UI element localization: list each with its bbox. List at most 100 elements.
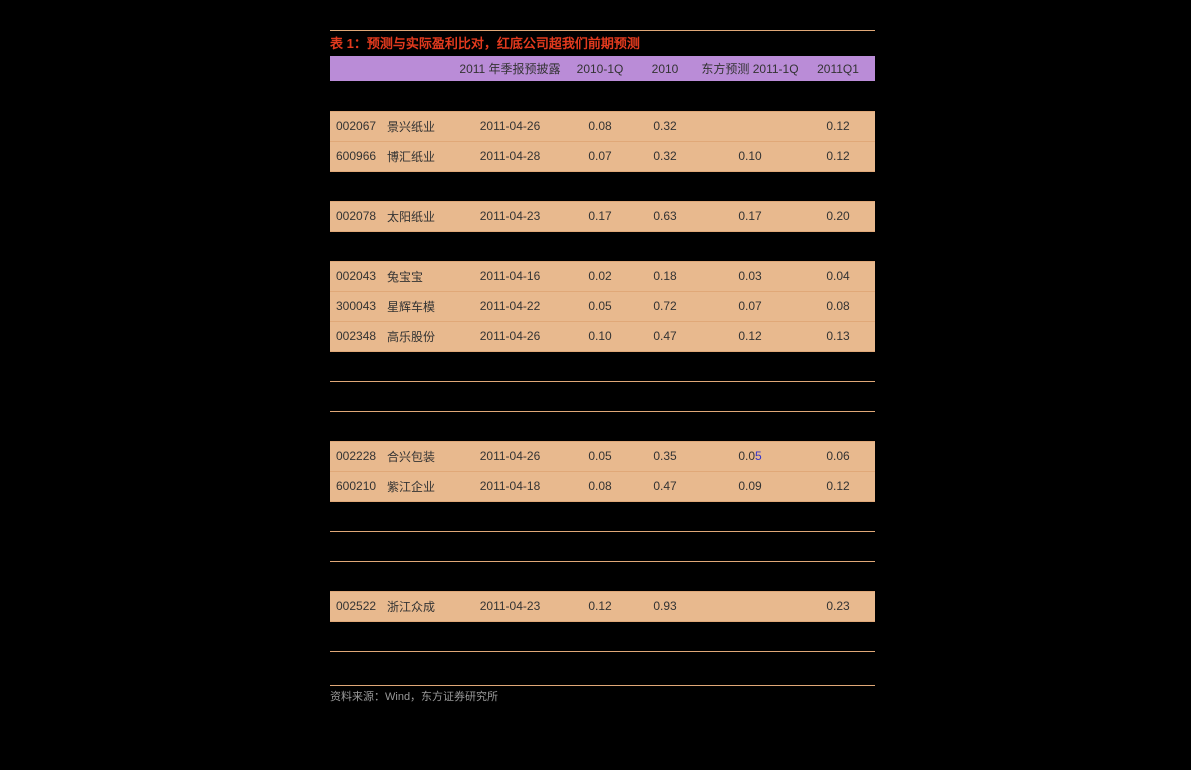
table-cell bbox=[330, 561, 385, 591]
header-disclosure-date: 2011 年季报预披露 bbox=[455, 56, 565, 81]
table-cell: 兔宝宝 bbox=[385, 261, 455, 291]
table-cell: 2011-04-26 bbox=[455, 441, 565, 471]
table-cell: 0.02 bbox=[565, 261, 635, 291]
table-cell: 2011-04-26 bbox=[455, 111, 565, 141]
table-cell bbox=[455, 501, 565, 531]
table-cell: 0.20 bbox=[805, 201, 875, 231]
table-cell bbox=[565, 231, 635, 261]
table-cell: 0.35 bbox=[635, 441, 695, 471]
table-cell bbox=[330, 231, 385, 261]
header-2010-1q: 2010-1Q bbox=[565, 56, 635, 81]
table-cell bbox=[455, 351, 565, 381]
table-cell: 002348 bbox=[330, 321, 385, 351]
table-cell bbox=[635, 351, 695, 381]
table-cell bbox=[805, 501, 875, 531]
table-cell: 0.05 bbox=[565, 291, 635, 321]
table-row bbox=[330, 81, 875, 111]
table-cell bbox=[695, 621, 805, 651]
table-cell bbox=[635, 621, 695, 651]
table-cell: 0.93 bbox=[635, 591, 695, 621]
table-header-row: 2011 年季报预披露 2010-1Q 2010 东方预测 2011-1Q 20… bbox=[330, 56, 875, 81]
table-row bbox=[330, 561, 875, 591]
table-row bbox=[330, 381, 875, 411]
table-cell: 0.23 bbox=[805, 591, 875, 621]
table-cell: 2011-04-23 bbox=[455, 201, 565, 231]
table-cell: 0.10 bbox=[695, 141, 805, 171]
table-cell bbox=[635, 381, 695, 411]
table-row: 002228合兴包装2011-04-260.050.350.050.06 bbox=[330, 441, 875, 471]
table-cell: 0.47 bbox=[635, 471, 695, 501]
table-cell bbox=[565, 381, 635, 411]
table-cell bbox=[330, 621, 385, 651]
table-cell bbox=[385, 651, 455, 681]
table-cell: 0.08 bbox=[565, 111, 635, 141]
table-body: 002067景兴纸业2011-04-260.080.320.12600966博汇… bbox=[330, 81, 875, 681]
table-cell bbox=[805, 621, 875, 651]
table-cell: 景兴纸业 bbox=[385, 111, 455, 141]
table-row bbox=[330, 231, 875, 261]
table-cell: 600966 bbox=[330, 141, 385, 171]
table-cell: 2011-04-22 bbox=[455, 291, 565, 321]
table-cell: 星辉车模 bbox=[385, 291, 455, 321]
table-title: 表 1：预测与实际盈利比对，红底公司超我们前期预测 bbox=[330, 30, 875, 52]
table-cell bbox=[455, 651, 565, 681]
table-cell bbox=[385, 351, 455, 381]
table-cell bbox=[330, 411, 385, 441]
table-cell bbox=[635, 411, 695, 441]
table-cell bbox=[385, 171, 455, 201]
table-row bbox=[330, 531, 875, 561]
table-cell bbox=[695, 111, 805, 141]
table-container: 表 1：预测与实际盈利比对，红底公司超我们前期预测 2011 年季报预披露 20… bbox=[330, 30, 875, 704]
table-cell bbox=[330, 81, 385, 111]
table-cell: 0.03 bbox=[695, 261, 805, 291]
table-cell bbox=[385, 621, 455, 651]
header-2011q1: 2011Q1 bbox=[805, 56, 875, 81]
table-cell bbox=[695, 591, 805, 621]
table-cell bbox=[385, 231, 455, 261]
table-cell bbox=[635, 171, 695, 201]
table-cell bbox=[805, 561, 875, 591]
table-cell bbox=[695, 501, 805, 531]
table-cell bbox=[565, 411, 635, 441]
table-cell bbox=[565, 561, 635, 591]
table-cell: 0.72 bbox=[635, 291, 695, 321]
table-cell bbox=[565, 531, 635, 561]
table-cell: 300043 bbox=[330, 291, 385, 321]
earnings-table: 2011 年季报预披露 2010-1Q 2010 东方预测 2011-1Q 20… bbox=[330, 56, 875, 681]
table-cell: 0.12 bbox=[565, 591, 635, 621]
table-cell: 0.05 bbox=[565, 441, 635, 471]
table-cell: 002043 bbox=[330, 261, 385, 291]
table-cell bbox=[455, 621, 565, 651]
table-cell: 0.17 bbox=[695, 201, 805, 231]
table-cell: 0.12 bbox=[805, 471, 875, 501]
table-cell: 002078 bbox=[330, 201, 385, 231]
table-cell: 高乐股份 bbox=[385, 321, 455, 351]
table-cell bbox=[805, 81, 875, 111]
header-orient-forecast: 东方预测 2011-1Q bbox=[695, 56, 805, 81]
table-row bbox=[330, 411, 875, 441]
table-row: 002043兔宝宝2011-04-160.020.180.030.04 bbox=[330, 261, 875, 291]
table-cell: 博汇纸业 bbox=[385, 141, 455, 171]
table-cell bbox=[385, 381, 455, 411]
header-code bbox=[330, 56, 385, 81]
table-cell: 0.10 bbox=[565, 321, 635, 351]
table-cell: 2011-04-18 bbox=[455, 471, 565, 501]
table-cell bbox=[695, 231, 805, 261]
table-cell bbox=[455, 171, 565, 201]
table-cell: 0.63 bbox=[635, 201, 695, 231]
table-cell bbox=[805, 171, 875, 201]
table-cell bbox=[695, 381, 805, 411]
table-cell: 0.08 bbox=[565, 471, 635, 501]
table-cell bbox=[805, 651, 875, 681]
table-cell: 600210 bbox=[330, 471, 385, 501]
table-row bbox=[330, 501, 875, 531]
table-cell bbox=[385, 561, 455, 591]
table-cell bbox=[695, 171, 805, 201]
table-cell bbox=[455, 231, 565, 261]
table-cell bbox=[455, 561, 565, 591]
table-cell: 0.18 bbox=[635, 261, 695, 291]
table-cell: 太阳纸业 bbox=[385, 201, 455, 231]
table-cell bbox=[330, 171, 385, 201]
table-cell bbox=[565, 651, 635, 681]
table-cell: 0.32 bbox=[635, 141, 695, 171]
